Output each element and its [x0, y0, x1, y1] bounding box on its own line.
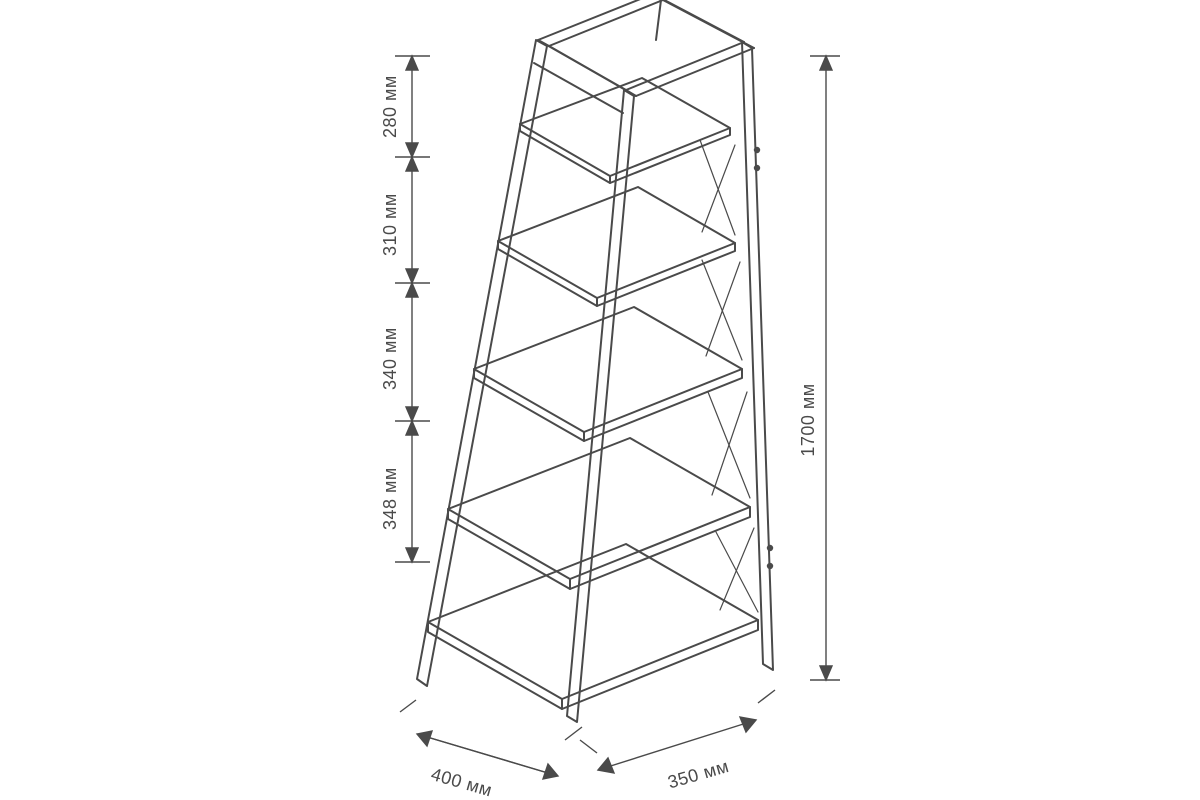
dim-gap-3: 340 мм: [380, 327, 400, 390]
dim-height: 1700 мм: [798, 383, 818, 456]
dim-gap-4: 348 мм: [380, 467, 400, 530]
shelf-drawing: [417, 0, 773, 722]
dim-width: 400 мм: [429, 764, 495, 800]
dim-depth: 350 мм: [665, 756, 731, 793]
dimension-labels: 280 мм 310 мм 340 мм 348 мм 1700 мм 400 …: [380, 75, 818, 800]
dim-gap-2: 310 мм: [380, 193, 400, 256]
dim-gap-1: 280 мм: [380, 75, 400, 138]
